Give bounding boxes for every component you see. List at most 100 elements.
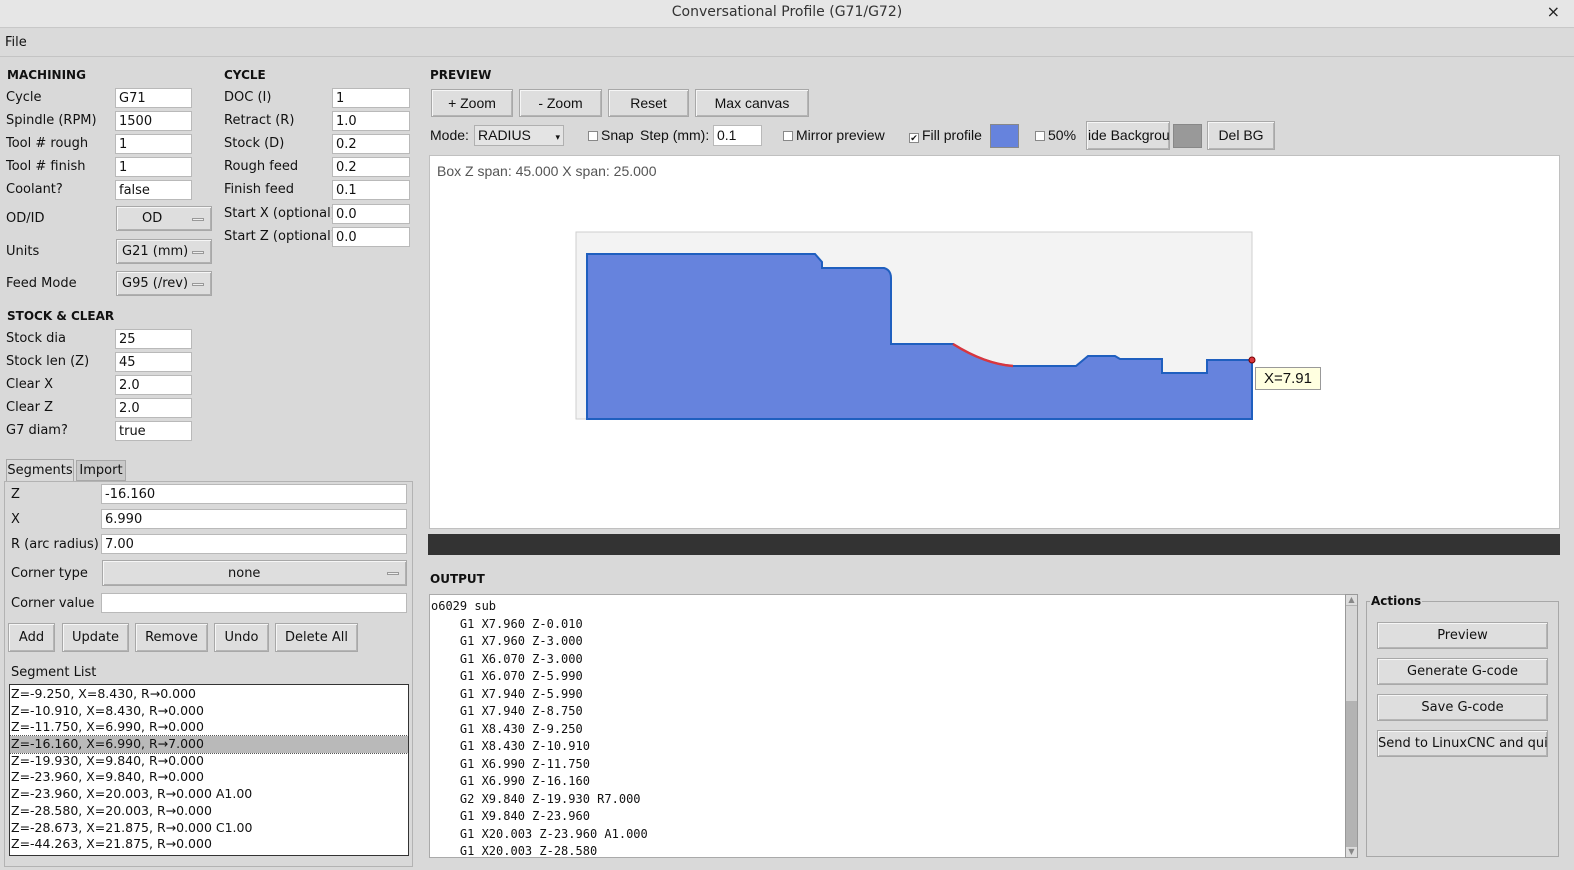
output-line: G1 X6.990 Z-16.160 — [431, 774, 590, 788]
checkbox-icon — [1035, 131, 1045, 141]
segment-list-item[interactable]: Z=-19.930, X=9.840, R→0.000 — [11, 752, 204, 768]
segment-list-item[interactable]: Z=-28.673, X=21.875, R→0.000 C1.00 — [11, 819, 253, 835]
stock-field-input[interactable]: 2.0 — [115, 398, 192, 419]
cycle-field-input[interactable]: 0.0 — [332, 226, 410, 247]
feed-mode-select[interactable]: G95 (/rev) — [116, 271, 212, 296]
mirror-preview-checkbox[interactable]: Mirror preview — [783, 127, 885, 143]
units-label: Units — [6, 244, 40, 259]
output-text[interactable]: o6029 sub G1 X7.960 Z-0.010 G1 X7.960 Z-… — [429, 594, 1346, 858]
snap-checkbox[interactable]: Snap — [588, 127, 634, 143]
cycle-field-label: Start Z (optional) — [224, 228, 336, 244]
feed-mode-label: Feed Mode — [6, 276, 77, 291]
hide-background-button[interactable]: ide Backgrour — [1086, 121, 1170, 150]
cycle-field-label: Finish feed — [224, 182, 294, 198]
coordinate-tooltip: X=7.91 — [1255, 367, 1321, 390]
delete-background-button[interactable]: Del BG — [1207, 121, 1275, 150]
machining-field-label: Coolant? — [6, 182, 63, 198]
machining-field-input[interactable]: 1500 — [115, 111, 192, 132]
cycle-field-input[interactable]: 0.2 — [332, 157, 410, 178]
output-line: G2 X9.840 Z-19.930 R7.000 — [431, 791, 641, 806]
units-select[interactable]: G21 (mm) — [116, 239, 212, 264]
checkbox-icon — [783, 131, 793, 141]
output-header: OUTPUT — [430, 572, 485, 586]
stock-field-input[interactable]: 45 — [115, 352, 192, 373]
corner-type-value: none — [228, 566, 261, 581]
menu-file[interactable]: File — [5, 35, 27, 50]
option-menu-icon — [192, 282, 204, 286]
r-input[interactable]: 7.00 — [101, 534, 407, 554]
cycle-field-input[interactable]: 1 — [332, 88, 410, 108]
corner-value-input[interactable] — [101, 593, 407, 613]
cycle-field-input[interactable]: 1.0 — [332, 111, 410, 132]
cycle-field-input[interactable]: 0.0 — [332, 203, 410, 224]
cycle-field-input[interactable]: 0.2 — [332, 134, 410, 155]
output-scrollbar[interactable]: ▲ ▼ — [1345, 594, 1358, 858]
update-button[interactable]: Update — [62, 623, 129, 652]
output-line: G1 X20.003 Z-23.960 A1.000 — [431, 826, 648, 841]
window-title: Conversational Profile (G71/G72) — [671, 4, 903, 20]
cycle-field-label: Stock (D) — [224, 136, 285, 152]
output-line: o6029 sub — [431, 599, 497, 613]
machining-field-input[interactable]: G71 — [115, 88, 192, 108]
mode-combobox[interactable]: RADIUS ▾ — [474, 125, 564, 146]
fill-color-swatch[interactable] — [990, 124, 1019, 148]
undo-button[interactable]: Undo — [214, 623, 269, 652]
stock-field-input[interactable]: 25 — [115, 329, 192, 349]
background-color-swatch[interactable] — [1173, 124, 1202, 148]
preview-button[interactable]: Preview — [1377, 622, 1548, 649]
stock-field-input[interactable]: true — [115, 421, 192, 442]
output-line: G1 X6.070 Z-3.000 — [431, 651, 583, 666]
remove-button[interactable]: Remove — [135, 623, 208, 652]
segment-list-item[interactable]: Z=-11.750, X=6.990, R→0.000 — [11, 719, 204, 735]
segment-list-item[interactable]: Z=-16.160, X=6.990, R→7.000 — [10, 735, 408, 754]
tab-import[interactable]: Import — [76, 460, 126, 481]
zoom-out-button[interactable]: - Zoom — [519, 89, 602, 117]
corner-type-select[interactable]: none — [102, 560, 407, 586]
stock-field-input[interactable]: 2.0 — [115, 375, 192, 396]
max-canvas-button[interactable]: Max canvas — [695, 89, 809, 117]
tab-segments[interactable]: Segments — [6, 459, 74, 482]
segment-list-item[interactable]: Z=-28.580, X=20.003, R→0.000 — [11, 802, 212, 818]
segment-list-item[interactable]: Z=-10.910, X=8.430, R→0.000 — [11, 702, 204, 718]
option-menu-icon — [192, 217, 204, 221]
option-menu-icon — [192, 250, 204, 254]
fill-profile-checkbox[interactable]: ✔ Fill profile — [909, 127, 982, 143]
segment-list-item[interactable]: Z=-23.960, X=20.003, R→0.000 A1.00 — [11, 786, 253, 802]
splitter-bar[interactable] — [428, 534, 1560, 555]
machining-field-input[interactable]: 1 — [115, 134, 192, 155]
generate-gcode-button[interactable]: Generate G-code — [1377, 658, 1548, 685]
cycle-field-label: Retract (R) — [224, 113, 295, 129]
segment-list-item[interactable]: Z=-23.960, X=9.840, R→0.000 — [11, 769, 204, 785]
output-line: G1 X8.430 Z-10.910 — [431, 739, 590, 753]
scroll-down-icon[interactable]: ▼ — [1346, 847, 1357, 857]
mirror-preview-label: Mirror preview — [796, 127, 885, 143]
zoom-in-button[interactable]: + Zoom — [431, 89, 513, 117]
scrollbar-thumb[interactable] — [1346, 606, 1357, 701]
output-line: G1 X6.990 Z-11.750 — [431, 756, 590, 771]
step-input[interactable]: 0.1 — [713, 125, 762, 146]
scroll-up-icon[interactable]: ▲ — [1346, 595, 1357, 605]
add-button[interactable]: Add — [8, 623, 55, 652]
segment-list-item[interactable]: Z=-44.263, X=21.875, R→0.000 — [11, 836, 212, 852]
segment-listbox[interactable]: Z=-9.250, X=8.430, R→0.000 Z=-10.910, X=8… — [9, 684, 409, 856]
machining-field-input[interactable]: false — [115, 180, 192, 201]
output-line: G1 X7.940 Z-8.750 — [431, 704, 583, 718]
actions-group — [1366, 601, 1559, 857]
mode-value: RADIUS — [478, 127, 531, 143]
stock-field-label: G7 diam? — [6, 423, 68, 439]
half-opacity-checkbox[interactable]: 50% — [1035, 127, 1076, 143]
cycle-field-input[interactable]: 0.1 — [332, 180, 410, 201]
reset-button[interactable]: Reset — [608, 89, 689, 117]
stock-header: STOCK & CLEAR — [7, 309, 115, 323]
segment-list-item[interactable]: Z=-9.250, X=8.430, R→0.000 — [11, 686, 196, 701]
send-to-linuxcnc-button[interactable]: Send to LinuxCNC and quit — [1377, 730, 1548, 757]
machining-field-input[interactable]: 1 — [115, 157, 192, 178]
save-gcode-button[interactable]: Save G-code — [1377, 694, 1548, 721]
z-input[interactable]: -16.160 — [101, 484, 407, 504]
preview-header: PREVIEW — [430, 68, 492, 82]
delete-all-button[interactable]: Delete All — [275, 623, 358, 652]
x-input[interactable]: 6.990 — [101, 509, 407, 529]
close-icon[interactable]: × — [1546, 2, 1560, 21]
odid-select[interactable]: OD — [116, 206, 212, 231]
